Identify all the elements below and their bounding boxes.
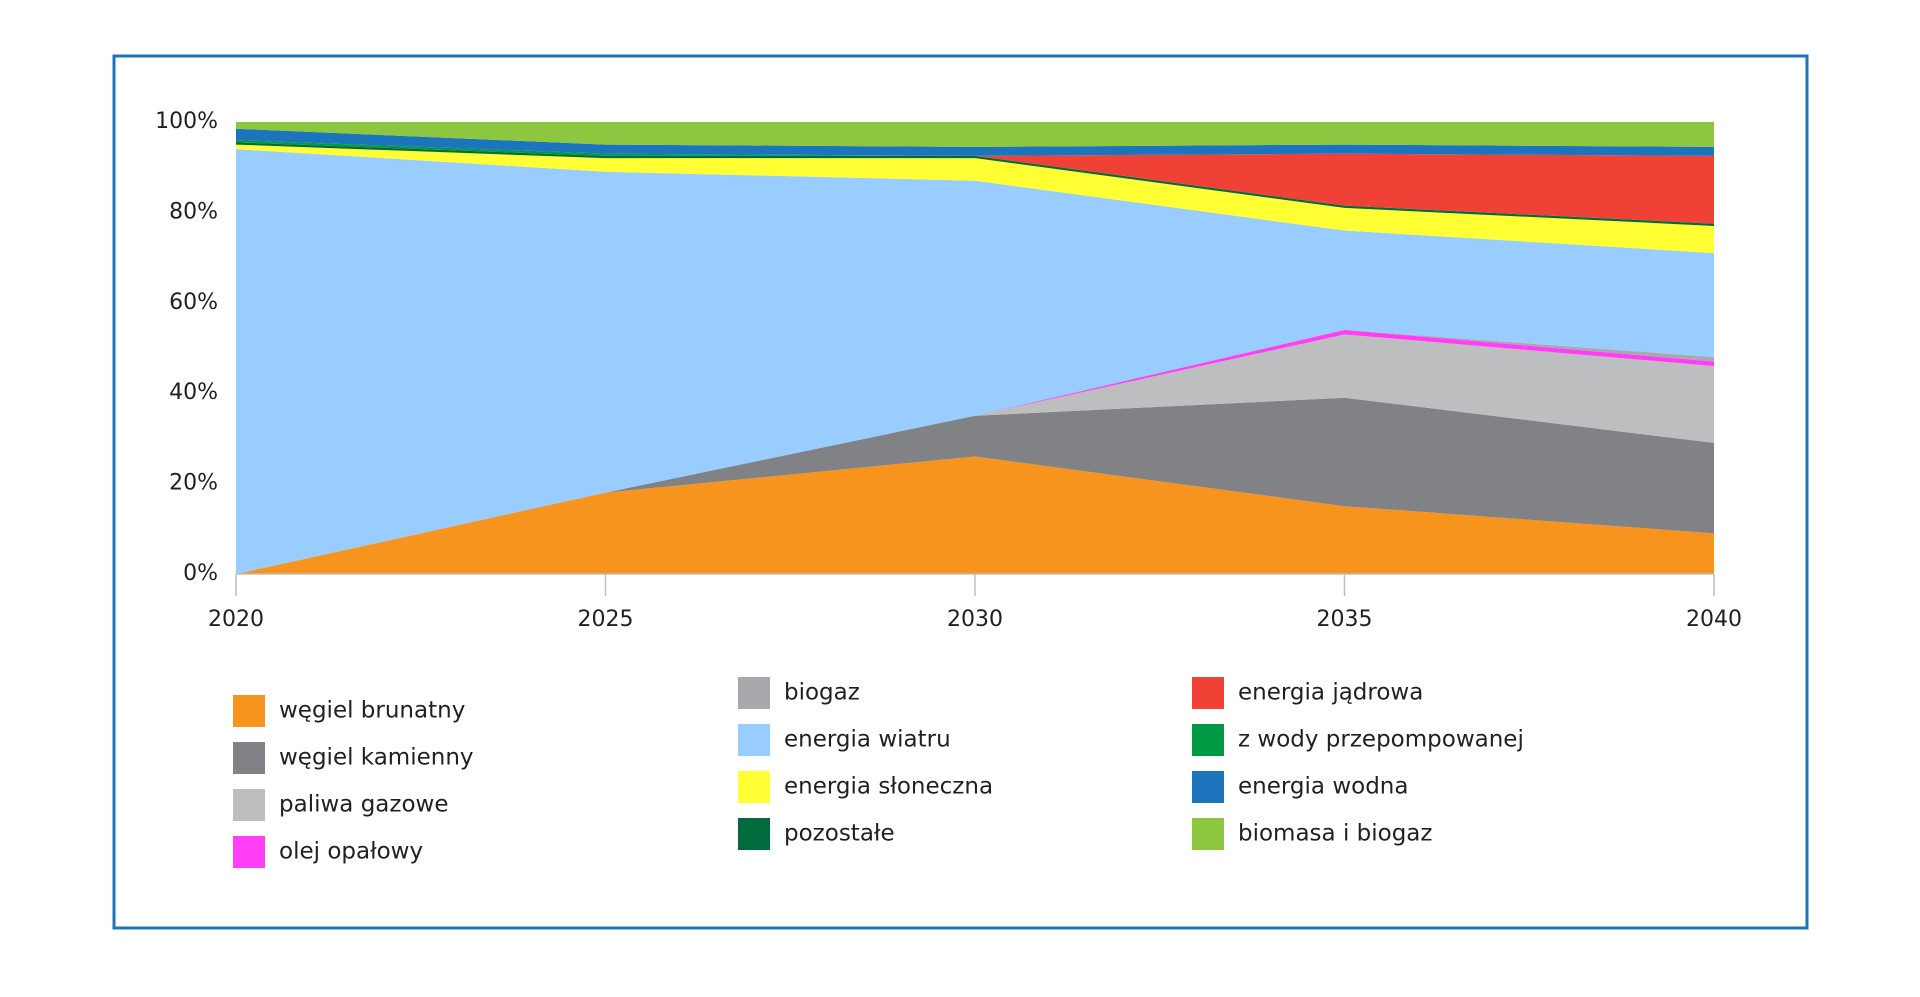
legend-swatch (233, 742, 265, 774)
y-tick-label: 40% (169, 380, 218, 405)
legend-label: węgiel kamienny (279, 745, 474, 771)
chart-frame (112, 54, 1809, 930)
x-tick-label: 2040 (1686, 607, 1742, 632)
y-tick-label: 80% (169, 199, 218, 224)
legend-label: z wody przepompowanej (1238, 727, 1524, 753)
legend-swatch (738, 724, 770, 756)
legend-label: paliwa gazowe (279, 792, 449, 818)
legend-label: olej opałowy (279, 839, 423, 865)
x-tick-label: 2035 (1317, 607, 1373, 632)
legend-swatch (738, 818, 770, 850)
legend-label: energia jądrowa (1238, 680, 1423, 706)
area (236, 122, 1714, 147)
legend-swatch (1192, 771, 1224, 803)
legend-label: energia słoneczna (784, 774, 993, 800)
area (236, 397, 1714, 574)
area (236, 142, 1714, 226)
area (236, 142, 1714, 224)
legend-swatch (1192, 724, 1224, 756)
x-tick-label: 2025 (578, 607, 634, 632)
legend-label: biogaz (784, 680, 860, 706)
area (236, 128, 1714, 156)
legend-label: biomasa i biogaz (1238, 821, 1432, 847)
legend-swatch (1192, 677, 1224, 709)
legend-label: pozostałe (784, 821, 895, 847)
area (236, 144, 1714, 254)
legend-label: energia wodna (1238, 774, 1408, 800)
area (236, 334, 1714, 574)
y-tick-label: 100% (155, 109, 218, 134)
legend-swatch (1192, 818, 1224, 850)
y-tick-label: 20% (169, 471, 218, 496)
area (236, 456, 1714, 574)
y-tick-label: 0% (183, 561, 218, 586)
legend-label: węgiel brunatny (279, 698, 465, 724)
y-tick-label: 60% (169, 290, 218, 315)
legend-label: energia wiatru (784, 727, 951, 753)
legend-swatch (738, 677, 770, 709)
x-tick-label: 2030 (947, 607, 1003, 632)
legend-swatch (233, 836, 265, 868)
area (236, 149, 1714, 574)
x-tick-label: 2020 (208, 607, 264, 632)
legend-swatch (233, 789, 265, 821)
legend-swatch (233, 695, 265, 727)
legend-swatch (738, 771, 770, 803)
